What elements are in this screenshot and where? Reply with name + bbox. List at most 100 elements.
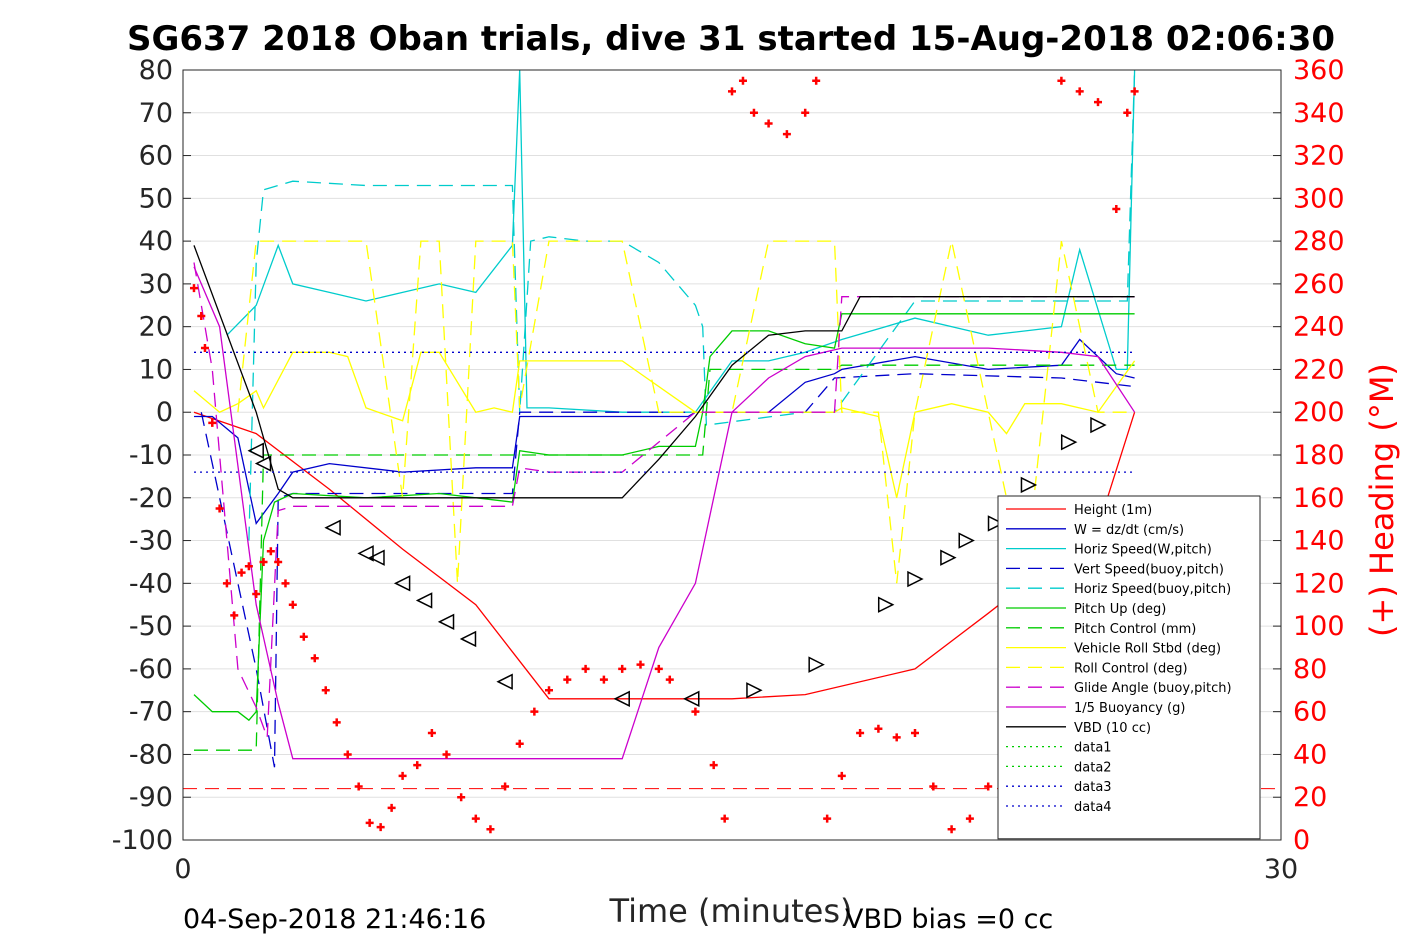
y-right-tick-label: 200 — [1293, 397, 1345, 428]
y-axis-left: 80 70 60 50 40 30 20 10 0 -10 -20 -30 -40 -50 -60 -70 -8… — [112, 55, 191, 856]
heading-point — [691, 707, 700, 716]
heading-point — [200, 344, 209, 353]
triangle-marker — [324, 519, 341, 536]
y-left-tick-label: 10 — [139, 354, 173, 385]
y-right-tick-label: 220 — [1293, 354, 1345, 385]
heading-point — [965, 814, 974, 823]
heading-point — [947, 825, 956, 834]
series-line-3 — [200, 373, 1135, 768]
heading-point — [274, 557, 283, 566]
legend-entry: Glide Angle (buoy,pitch) — [1074, 681, 1232, 696]
x-tick-label: 30 — [1264, 854, 1298, 885]
heading-point — [332, 718, 341, 727]
triangle-marker — [393, 575, 411, 592]
legend: Height (1m) W = dz/dt (cm/s) Horiz Speed(W… — [997, 495, 1261, 840]
y-left-tick-label: -30 — [129, 526, 173, 557]
triangle-marker — [357, 545, 374, 562]
y-left-tick-label: -80 — [129, 739, 173, 770]
heading-point — [599, 675, 608, 684]
heading-point — [665, 675, 674, 684]
y-left-tick-label: 70 — [139, 98, 173, 129]
legend-entry: Pitch Up (deg) — [1074, 602, 1166, 617]
y-right-tick-label: 340 — [1293, 98, 1345, 129]
heading-point — [1112, 205, 1121, 214]
footer-timestamp: 04-Sep-2018 21:46:16 — [183, 904, 486, 935]
footer-vbd-bias: VBD bias =0 cc — [845, 904, 1053, 935]
legend-entry: data3 — [1074, 780, 1112, 795]
y-right-tick-label: 280 — [1293, 226, 1345, 257]
heading-point — [376, 823, 385, 832]
heading-point — [530, 707, 539, 716]
legend-entry: data1 — [1074, 741, 1112, 756]
y-right-tick-label: 100 — [1293, 611, 1345, 642]
y-axis-right: 3603403203002802602402202001801601401201… — [1273, 55, 1345, 856]
heading-point — [782, 130, 791, 139]
series-line-5 — [193, 313, 1135, 722]
legend-entry: Horiz Speed(W,pitch) — [1074, 543, 1212, 558]
series-line-8 — [237, 240, 1135, 584]
heading-point — [1094, 98, 1102, 107]
y-left-tick-label: 20 — [139, 312, 173, 343]
heading-point — [618, 664, 627, 673]
triangle-marker — [1020, 476, 1038, 494]
heading-point — [892, 733, 901, 742]
heading-point — [387, 803, 396, 812]
triangle-marker — [1060, 433, 1078, 451]
chart-title: SG637 2018 Oban trials, dive 31 started … — [127, 19, 1335, 59]
y-left-tick-label: 40 — [139, 226, 173, 257]
heading-point — [266, 547, 275, 556]
legend-entry: Roll Control (deg) — [1074, 661, 1188, 676]
heading-point — [720, 814, 729, 823]
series-line-0 — [193, 411, 1136, 700]
y-right-tick-label: 0 — [1293, 825, 1310, 856]
triangle-marker — [247, 442, 264, 459]
heading-point — [749, 108, 758, 117]
triangle-marker — [368, 549, 385, 566]
heading-point — [222, 579, 231, 588]
legend-entry: Vehicle Roll Stbd (deg) — [1074, 642, 1221, 657]
heading-point — [457, 793, 466, 802]
y-left-tick-label: -20 — [129, 483, 173, 514]
legend-entry: Height (1m) — [1074, 503, 1152, 518]
y-left-tick-label: -50 — [129, 611, 173, 642]
y-left-tick-label: 50 — [139, 183, 173, 214]
heading-point — [310, 654, 319, 663]
triangle-marker — [415, 592, 433, 609]
triangle-marker — [613, 690, 630, 708]
triangle-marker — [746, 682, 763, 699]
heading-point — [398, 771, 407, 780]
triangle-marker — [254, 455, 272, 472]
triangle-marker — [958, 532, 975, 549]
y-right-tick-label: 320 — [1293, 141, 1345, 172]
heading-point — [230, 611, 239, 620]
heading-point — [929, 782, 938, 791]
heading-point — [709, 761, 718, 770]
y-right-tick-label: 140 — [1293, 526, 1345, 557]
triangle-marker — [437, 613, 455, 631]
heading-point — [764, 119, 773, 128]
series-line-9 — [193, 262, 1135, 738]
legend-entry: 1/5 Buoyancy (g) — [1074, 701, 1185, 716]
heading-point — [984, 782, 993, 791]
heading-point — [654, 664, 663, 673]
series-line-2 — [226, 69, 1136, 413]
triangle-marker — [940, 549, 957, 566]
heading-point — [1057, 76, 1066, 85]
y-left-tick-label: -40 — [129, 568, 173, 599]
heading-point — [288, 600, 297, 609]
y-left-tick-label: -60 — [129, 654, 173, 685]
legend-entry: Vert Speed(buoy,pitch) — [1074, 562, 1224, 577]
y-right-tick-label: 20 — [1293, 782, 1327, 813]
heading-point — [856, 729, 865, 738]
heading-point — [823, 814, 832, 823]
triangle-marker — [459, 630, 477, 648]
series-line-7 — [193, 351, 1136, 498]
y-right-tick-label: 80 — [1293, 654, 1327, 685]
heading-point — [636, 660, 645, 669]
heading-point — [471, 814, 480, 823]
heading-point — [354, 782, 363, 791]
triangle-marker — [808, 656, 825, 673]
x-axis: 0 30 — [174, 854, 1298, 885]
y-right-tick-label: 180 — [1293, 440, 1345, 471]
